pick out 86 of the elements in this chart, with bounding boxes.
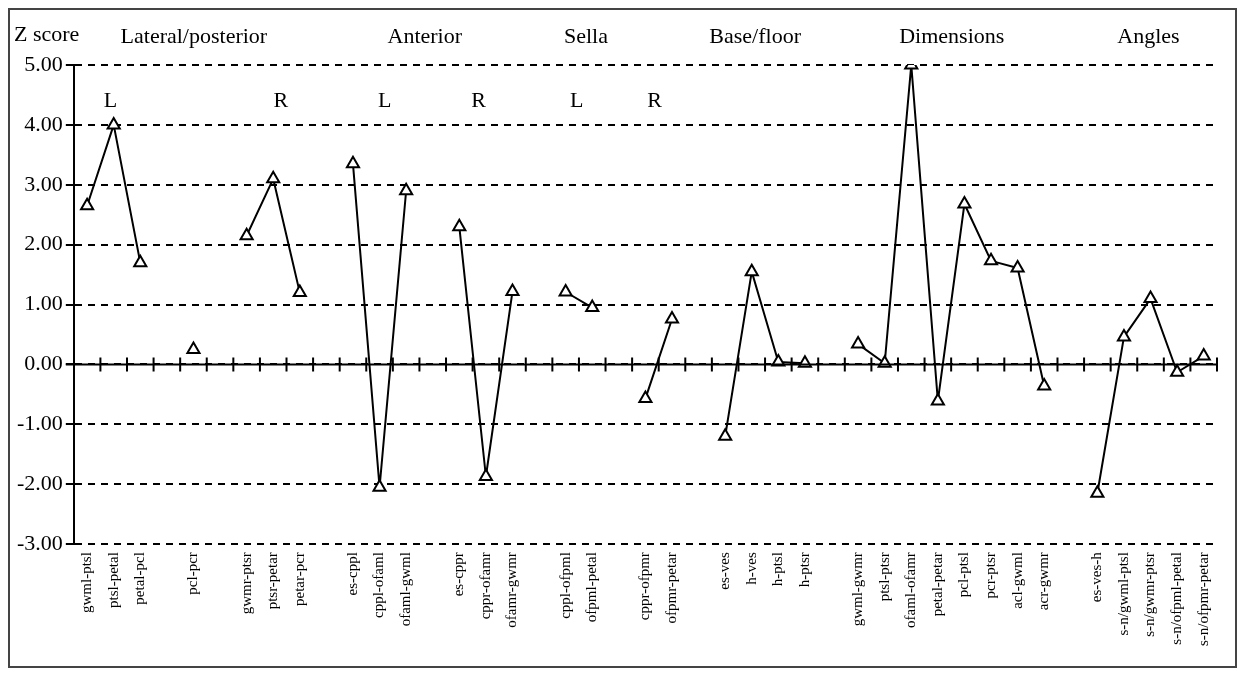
x-tick-label: ofpmr-petar	[662, 552, 679, 624]
point	[399, 182, 414, 196]
x-tick-label: gwml-gwmr	[849, 552, 866, 627]
y-tick-label: 3.00	[24, 170, 63, 196]
x-tick-label: s-n/gwmr-ptsr	[1141, 552, 1158, 637]
x-tick-label: petal-petar	[928, 552, 945, 617]
x-tick-label: petal-pcl	[131, 552, 148, 605]
point	[1143, 290, 1158, 304]
annotation: L	[570, 86, 584, 112]
x-tick-label: h-ptsl	[769, 552, 786, 587]
x-tick-label: h-ptsr	[795, 552, 812, 588]
text: Anterior	[387, 22, 463, 48]
x-tick-label: cppr-ofamr	[476, 552, 493, 620]
point	[133, 254, 148, 268]
x-tick-label: ofaml-gwml	[397, 552, 414, 627]
point	[718, 428, 733, 441]
annotation: L	[378, 86, 392, 112]
point	[957, 195, 972, 209]
x-tick-label: s-n/ofpml-petal	[1168, 552, 1185, 645]
y-tick-label: 4.00	[24, 110, 63, 136]
annotation: L	[103, 86, 118, 112]
point	[505, 283, 520, 296]
x-tick-label: es-ves-h	[1088, 551, 1105, 603]
point	[478, 468, 493, 481]
point	[1116, 328, 1132, 342]
y-tick-label: 1.00	[24, 290, 63, 316]
point	[1037, 378, 1052, 391]
x-tick-label: ptsl-petal	[104, 552, 121, 608]
point	[372, 479, 387, 492]
point	[1090, 485, 1105, 498]
point	[345, 155, 361, 169]
x-tick-label: cppr-ofpmr	[636, 552, 653, 621]
point	[930, 393, 945, 406]
point	[239, 227, 254, 241]
x-tick-label: es-ves	[716, 552, 733, 590]
point	[1196, 348, 1211, 361]
x-tick-label: acl-gwml	[1008, 552, 1025, 609]
point	[452, 218, 467, 232]
annotation: R	[471, 86, 487, 112]
y-axis-title: Z score	[14, 20, 80, 46]
x-tick-label: ofaml-ofamr	[902, 552, 919, 628]
x-tick-label: ofpml-petal	[583, 552, 600, 623]
x-tick-label: h-ves	[742, 552, 759, 585]
x-tick-label: s-n/ofpmr-petar	[1194, 552, 1211, 647]
point	[80, 197, 95, 211]
x-tick-label: acr-gwmr	[1035, 552, 1052, 611]
annotation: R	[273, 86, 289, 112]
x-tick-label: ptsl-ptsr	[875, 552, 892, 602]
x-tick-label: s-n/gwml-ptsl	[1114, 552, 1131, 636]
y-tick-label: 5.00	[24, 50, 63, 76]
y-tick-label: -1.00	[17, 410, 63, 436]
text: Dimensions	[899, 22, 1005, 48]
x-tick-label: gwml-ptsl	[78, 552, 95, 614]
x-tick-label: gwmr-ptsr	[237, 552, 254, 615]
point	[558, 284, 573, 297]
point	[638, 390, 653, 404]
point	[292, 284, 307, 298]
point	[744, 263, 759, 277]
point	[1010, 260, 1025, 273]
text: Lateral/posterior	[120, 22, 268, 48]
text: Sella	[563, 22, 609, 48]
point	[106, 116, 121, 130]
x-tick-label: cppl-ofpml	[556, 552, 573, 619]
x-tick-label: petar-pcr	[290, 552, 307, 606]
x-tick-label: es-cppl	[343, 552, 360, 596]
x-tick-label: es-cppr	[450, 552, 467, 597]
y-tick-label: 2.00	[24, 230, 63, 256]
text: Base/floor	[709, 22, 802, 48]
point	[1170, 364, 1185, 377]
x-tick-label: ptsr-petar	[264, 552, 281, 610]
y-tick-label: -2.00	[17, 470, 63, 496]
text: Angles	[1117, 22, 1180, 48]
y-tick-label: -3.00	[17, 529, 63, 555]
point	[983, 252, 999, 266]
y-tick-label: 0.00	[24, 350, 63, 376]
x-tick-label: pcl-ptsl	[955, 552, 972, 598]
annotation: R	[647, 86, 663, 112]
point	[664, 310, 680, 324]
x-tick-label: pcl-pcr	[184, 552, 201, 595]
point	[585, 299, 600, 313]
point	[851, 336, 866, 349]
x-tick-label: pcr-ptsr	[981, 552, 998, 599]
x-tick-label: cppl-ofaml	[370, 552, 387, 618]
point	[266, 170, 281, 184]
point	[186, 341, 201, 355]
x-tick-label: ofamr-gwmr	[503, 552, 520, 628]
